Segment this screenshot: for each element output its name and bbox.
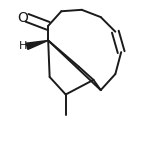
Text: O: O xyxy=(17,11,28,25)
Text: H: H xyxy=(18,41,27,51)
Polygon shape xyxy=(26,40,48,49)
